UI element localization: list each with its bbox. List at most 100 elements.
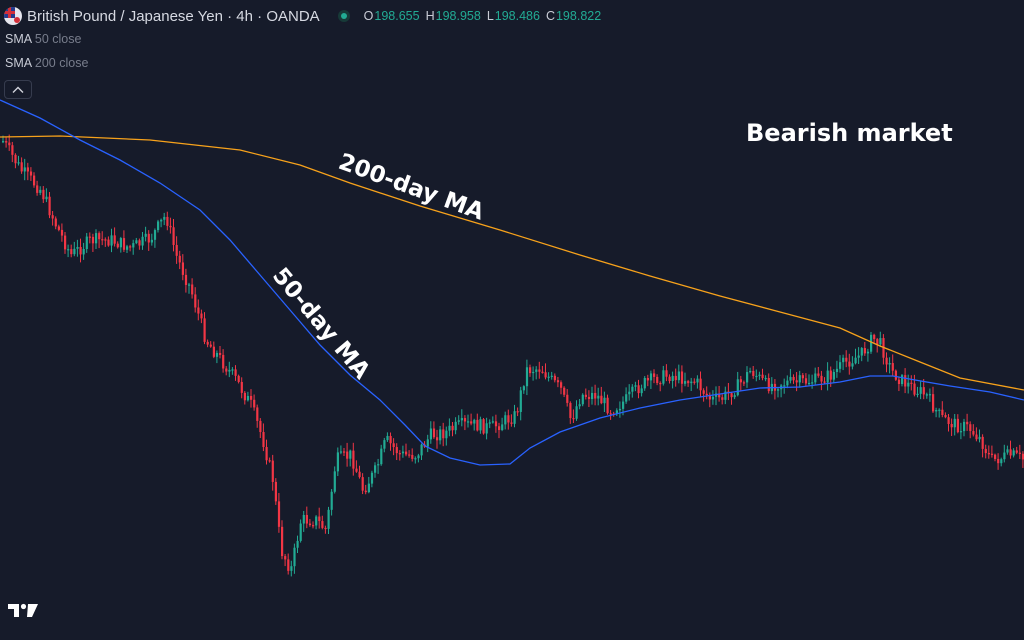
candle-body (482, 419, 485, 434)
candle-body (591, 392, 594, 400)
candle-body (88, 236, 91, 238)
candle-body (631, 386, 634, 392)
candle-body (33, 175, 36, 186)
candle-body (767, 377, 770, 392)
candle-body (367, 483, 370, 493)
candle-body (491, 421, 494, 423)
candle-body (67, 249, 70, 251)
candle-body (587, 396, 591, 400)
candle-body (550, 375, 553, 377)
candle-body (293, 547, 296, 567)
symbol-title[interactable]: British Pound / Japanese Yen · 4h · OAND… (27, 7, 320, 25)
candle-body (70, 249, 73, 255)
candle-body (277, 501, 281, 527)
candle-body (811, 382, 814, 384)
candle-body (436, 437, 439, 441)
candle-body (684, 381, 687, 384)
candle-body (308, 523, 312, 526)
candle-body (606, 397, 609, 414)
sma-200-line (0, 135, 1024, 391)
candle-body (442, 429, 445, 439)
candle-body (978, 436, 981, 440)
candle-body (873, 334, 876, 340)
market-open-status-icon[interactable] (337, 10, 350, 22)
candle-body (916, 393, 919, 396)
candle-body (963, 421, 966, 432)
candle-body (200, 313, 203, 319)
candle-body (262, 432, 265, 448)
candle-body (122, 238, 126, 250)
candle-body (20, 162, 23, 172)
candle-body (792, 376, 795, 381)
indicator-sma-50[interactable]: SMA 50 close (5, 32, 81, 46)
candle-body (541, 371, 544, 373)
candle-body (730, 393, 733, 398)
candle-body (160, 219, 163, 222)
candle-body (5, 141, 8, 143)
candle-body (420, 444, 423, 456)
candle-body (696, 378, 699, 383)
candle-body (101, 239, 104, 241)
candle-body (85, 236, 88, 250)
candle-body (312, 525, 315, 527)
candle-body (724, 391, 727, 400)
candle-body (839, 362, 842, 369)
candle-body (823, 381, 826, 383)
candle-body (212, 346, 215, 357)
candle-body (504, 415, 507, 425)
collapse-legend-button[interactable] (4, 80, 32, 99)
candle-body (829, 370, 832, 380)
candle-body (48, 196, 51, 216)
candle-body (8, 142, 11, 146)
candle-body (274, 481, 277, 502)
candle-body (389, 435, 392, 444)
candle-body (76, 246, 79, 249)
candle-body (950, 424, 953, 428)
candle-body (516, 411, 519, 413)
candle-body (51, 215, 54, 219)
candle-body (733, 395, 736, 398)
candle-body (330, 491, 333, 510)
candle-body (885, 357, 888, 365)
candle-body (315, 516, 318, 526)
candle-body (169, 225, 172, 228)
candle-body (343, 451, 346, 453)
candle-body (336, 452, 339, 472)
candle-body (98, 233, 101, 240)
candle-body (671, 375, 674, 381)
candle-body (640, 388, 643, 394)
candle-body (119, 238, 122, 248)
candle-body (622, 401, 625, 409)
candle-body (395, 447, 398, 454)
candle-body (659, 382, 662, 385)
candle-body (271, 460, 274, 482)
candle-body (265, 447, 268, 461)
candle-body (603, 397, 606, 404)
candle-body (451, 425, 454, 431)
candle-body (250, 395, 253, 400)
symbol-header: British Pound / Japanese Yen · 4h · OAND… (4, 4, 607, 28)
candle-body (736, 379, 739, 396)
candle-body (494, 421, 498, 427)
candle-body (411, 454, 414, 459)
candle-body (941, 409, 944, 416)
candle-body (408, 454, 411, 456)
candle-body (138, 240, 141, 246)
candle-body (584, 394, 587, 397)
candle-body (132, 243, 135, 248)
tradingview-logo-icon[interactable] (8, 603, 40, 619)
candle-body (1009, 449, 1012, 456)
candle-body (817, 373, 820, 376)
candle-body (928, 394, 932, 396)
candle-body (699, 378, 702, 391)
candle-body (488, 422, 491, 424)
candle-body (919, 387, 922, 394)
candle-body (346, 451, 349, 459)
candle-body (705, 393, 708, 395)
candle-body (956, 418, 959, 433)
indicator-sma-200[interactable]: SMA 200 close (5, 56, 88, 70)
candle-body (925, 394, 928, 396)
candle-body (615, 410, 618, 415)
candle-body (398, 453, 401, 455)
